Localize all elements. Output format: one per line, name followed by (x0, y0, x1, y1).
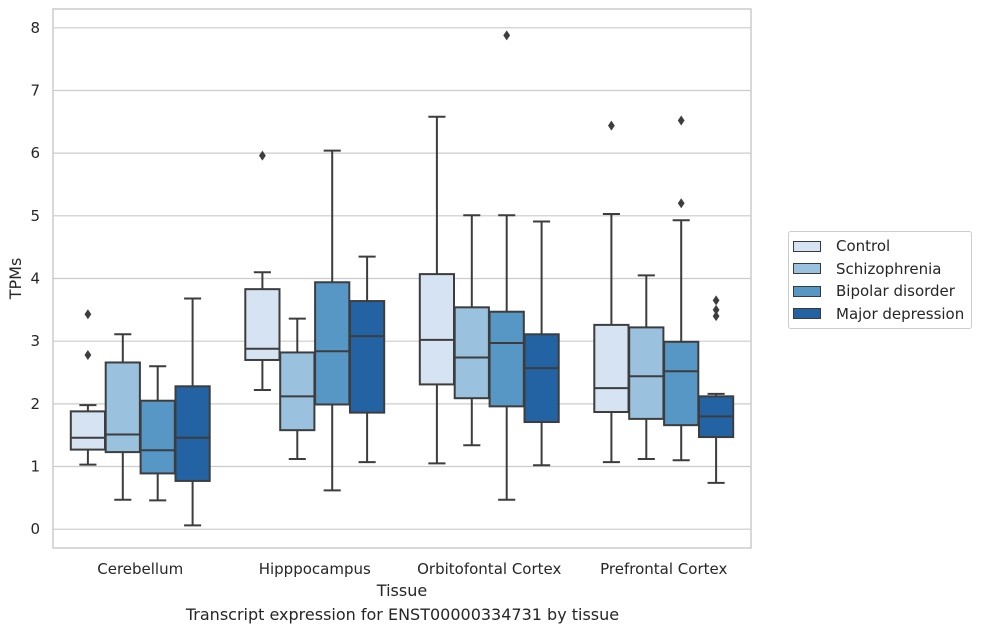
outlier-point (712, 304, 720, 315)
box-iqr (348, 300, 386, 414)
outlier-point (712, 311, 720, 322)
legend-swatch (793, 285, 821, 297)
outlier-point (712, 295, 720, 306)
legend-swatch (793, 308, 821, 320)
box-iqr (314, 281, 351, 406)
y-tick-label: 2 (30, 395, 40, 413)
box (593, 120, 630, 464)
legend-swatch (793, 240, 821, 252)
series-bipolar-disorder (139, 30, 700, 502)
y-tick-label: 3 (30, 332, 40, 350)
box-iqr (69, 410, 107, 451)
x-axis-ticks: Cerebellum Hipppocampus Orbitofontal Corte… (97, 560, 727, 578)
legend-label: Schizophrenia (836, 259, 942, 278)
legend-item: Bipolar disorder (789, 280, 971, 303)
box-iqr (418, 273, 456, 386)
x-tick-label: Cerebellum (97, 560, 183, 578)
box (69, 309, 107, 466)
legend-item: Schizophrenia (789, 258, 971, 281)
y-tick-label: 7 (30, 81, 40, 99)
legend-swatch (793, 263, 821, 275)
legend-item: Control (789, 235, 971, 258)
series-major-depression (174, 220, 735, 527)
y-tick-label: 5 (30, 207, 40, 225)
box-iqr (628, 326, 665, 420)
y-axis-title: TPMs (6, 258, 25, 301)
outlier-point (677, 198, 685, 209)
y-tick-label: 1 (30, 458, 40, 476)
box-iqr (663, 340, 700, 427)
y-tick-label: 0 (30, 520, 40, 538)
box-iqr (174, 385, 211, 482)
box (348, 255, 386, 464)
box-iqr (139, 399, 176, 475)
box (279, 317, 316, 461)
legend-label: Control (836, 237, 891, 256)
box (453, 214, 490, 447)
box-iqr (453, 306, 490, 400)
box (244, 150, 281, 392)
box (418, 115, 456, 465)
legend-label: Major depression (836, 304, 965, 323)
series-schizophrenia (104, 214, 665, 501)
box (174, 297, 211, 527)
y-tick-label: 8 (30, 19, 40, 37)
box-plot-series (69, 30, 735, 527)
legend: Control Schizophrenia Bipolar disorder Majo… (788, 231, 972, 329)
box (697, 295, 735, 484)
outlier-point (608, 120, 615, 131)
x-tick-label: Hipppocampus (259, 560, 371, 578)
box (523, 220, 560, 467)
plot-frame (52, 8, 752, 549)
legend-label: Bipolar disorder (836, 282, 955, 301)
outlier-point (259, 150, 266, 161)
y-tick-label: 4 (30, 270, 40, 288)
outlier-point (84, 309, 92, 320)
x-tick-label: Prefrontal Cortex (600, 560, 727, 578)
box-iqr (523, 333, 560, 424)
outlier-point (503, 30, 511, 41)
box (314, 149, 351, 492)
legend-item: Major depression (789, 303, 971, 326)
box-iqr (593, 323, 630, 413)
outlier-point (84, 349, 92, 360)
box (104, 333, 141, 501)
y-tick-label: 6 (30, 144, 40, 162)
box (663, 115, 700, 462)
chart-caption: Transcript expression for ENST0000033473… (185, 605, 620, 624)
box (488, 30, 525, 501)
box-iqr (104, 361, 141, 454)
box-iqr (488, 310, 525, 408)
y-axis-ticks: 0 1 2 3 4 5 6 7 8 (30, 19, 40, 538)
box (628, 274, 665, 461)
outlier-point (677, 115, 685, 126)
x-axis-title: Tissue (376, 581, 427, 600)
box (139, 365, 176, 502)
box-iqr (279, 351, 316, 432)
x-tick-label: Orbitofontal Cortex (417, 560, 561, 578)
